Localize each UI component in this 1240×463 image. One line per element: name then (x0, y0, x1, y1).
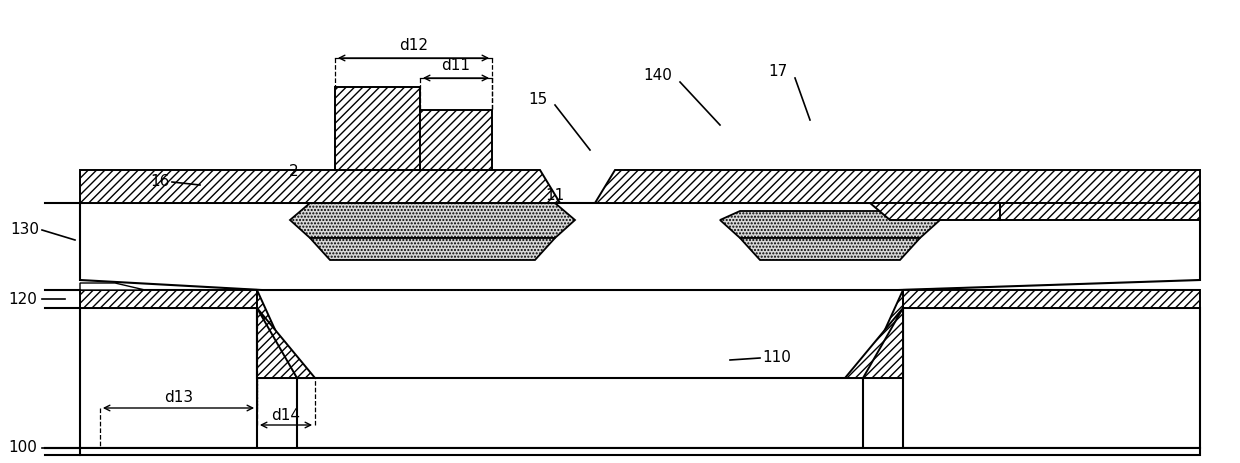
Polygon shape (740, 238, 920, 260)
Polygon shape (81, 448, 1200, 455)
Polygon shape (903, 308, 1200, 448)
Polygon shape (86, 205, 1198, 288)
Polygon shape (310, 238, 556, 260)
Polygon shape (81, 290, 257, 308)
Text: 17: 17 (769, 64, 787, 80)
Polygon shape (257, 308, 298, 378)
Polygon shape (595, 170, 1200, 203)
Text: 110: 110 (763, 350, 791, 365)
Text: 11: 11 (546, 188, 564, 202)
Polygon shape (335, 87, 420, 170)
Text: 120: 120 (9, 292, 37, 307)
Polygon shape (720, 211, 940, 238)
Text: 130: 130 (10, 223, 38, 238)
Polygon shape (870, 203, 999, 220)
Polygon shape (844, 308, 903, 378)
Polygon shape (863, 308, 903, 378)
Text: 140: 140 (644, 69, 672, 83)
Text: 100: 100 (9, 440, 37, 456)
Polygon shape (81, 283, 145, 290)
Text: 2: 2 (289, 164, 298, 180)
Polygon shape (257, 308, 315, 378)
Polygon shape (290, 203, 575, 238)
Polygon shape (863, 290, 903, 378)
Polygon shape (999, 203, 1200, 220)
Polygon shape (81, 308, 257, 448)
Text: 15: 15 (528, 93, 548, 107)
Polygon shape (257, 290, 298, 378)
Polygon shape (81, 203, 1200, 290)
Text: d13: d13 (164, 390, 193, 406)
Polygon shape (81, 170, 560, 203)
Text: d14: d14 (272, 407, 300, 423)
Text: d12: d12 (399, 38, 428, 54)
Polygon shape (903, 290, 1200, 308)
Polygon shape (298, 378, 863, 448)
Text: d11: d11 (441, 58, 470, 74)
Polygon shape (420, 110, 492, 170)
Text: 16: 16 (150, 175, 170, 189)
